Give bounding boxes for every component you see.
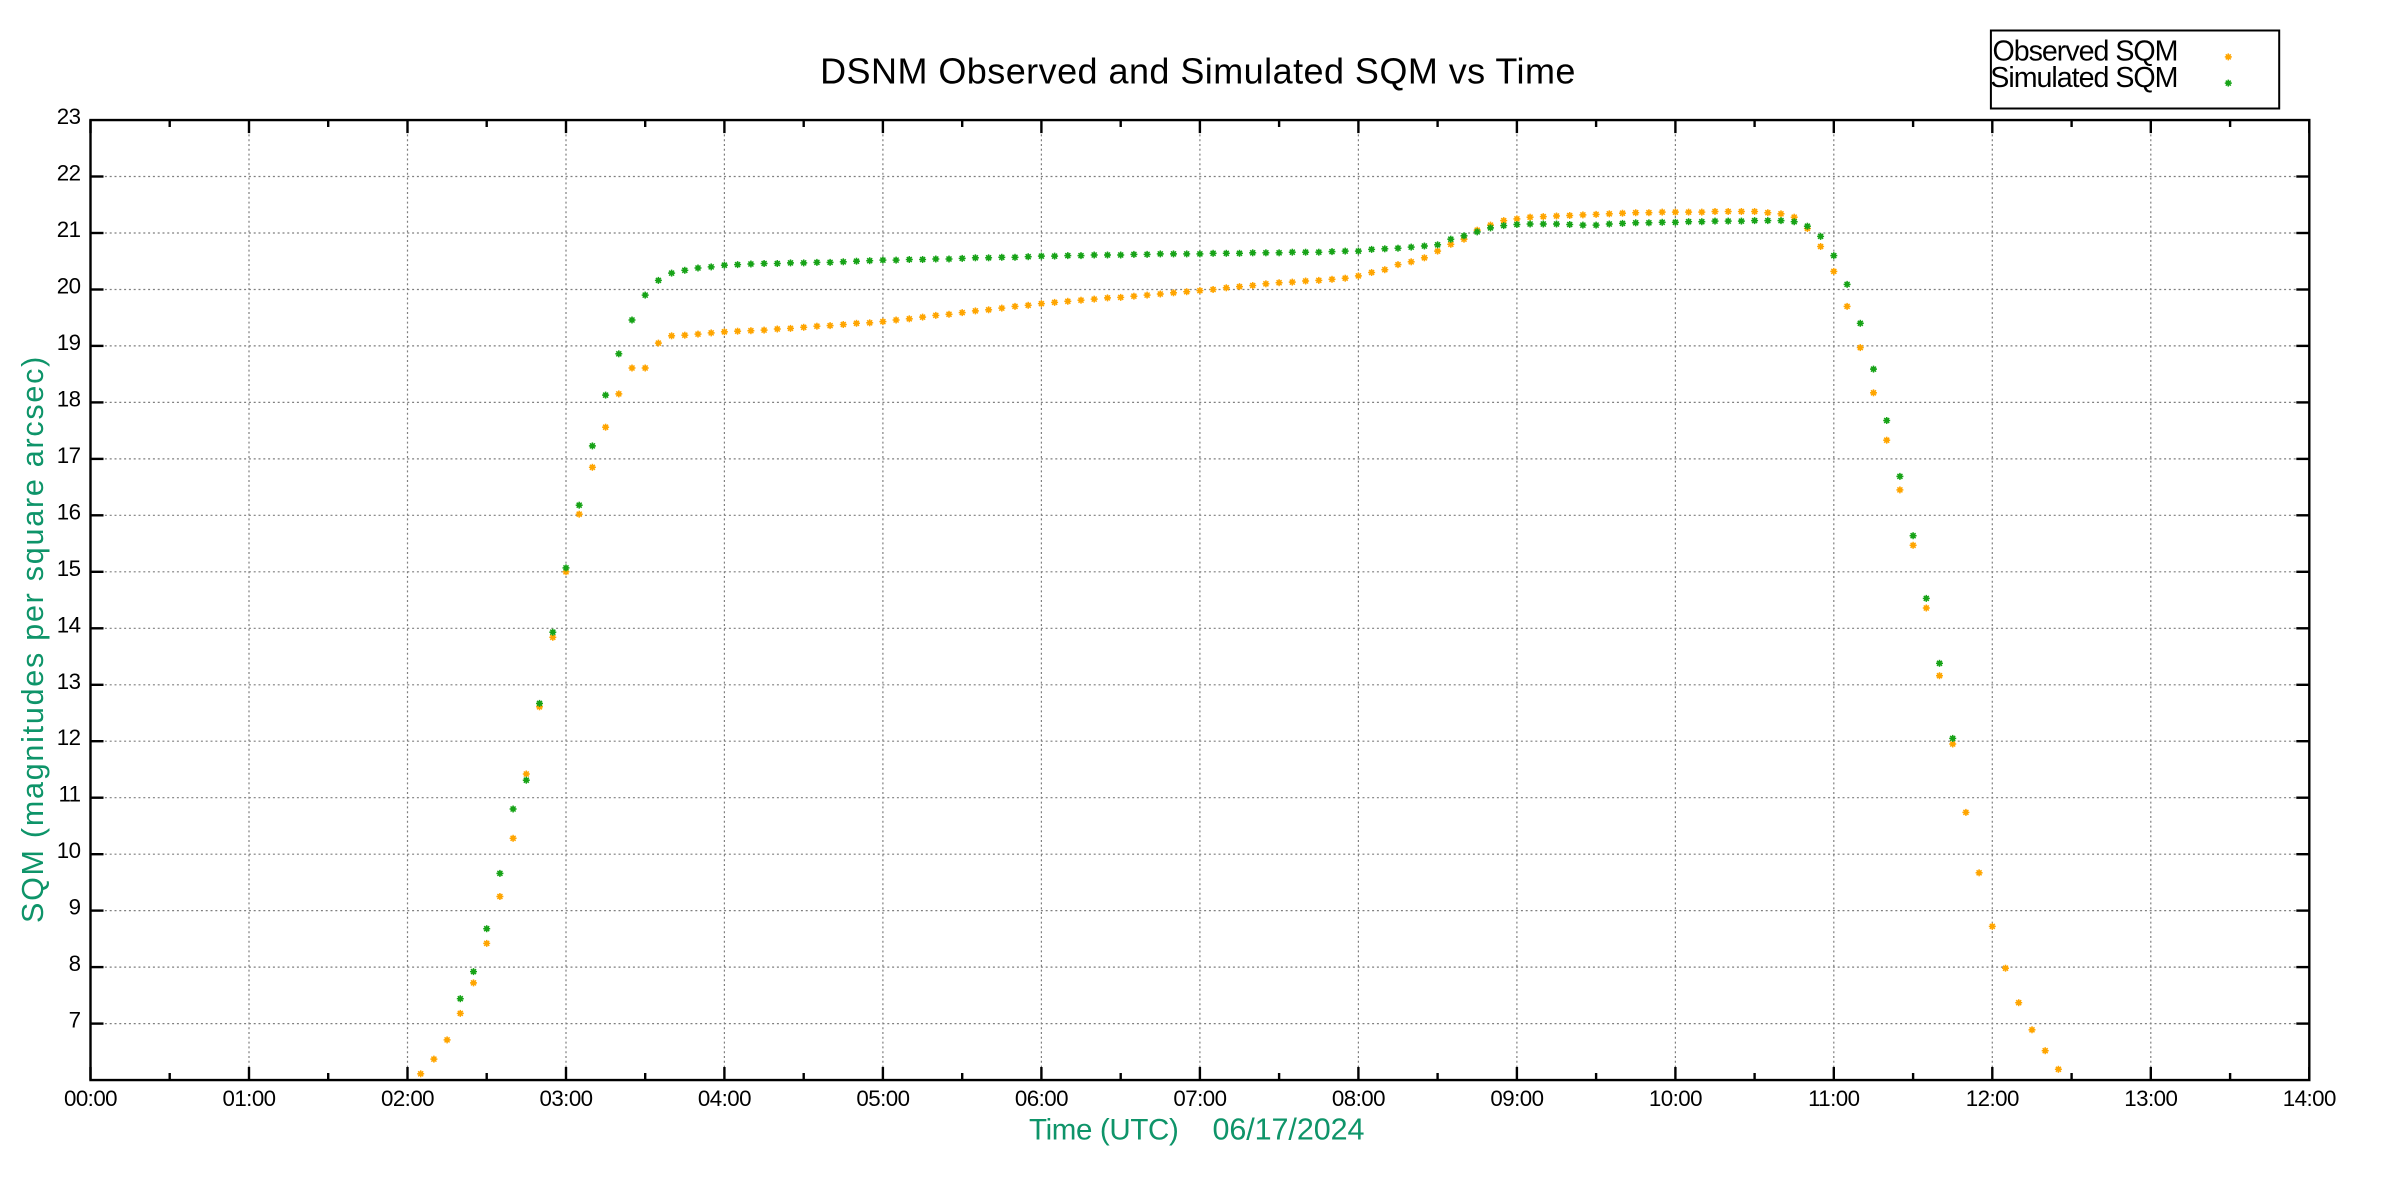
svg-text:08:00: 08:00 — [1332, 1086, 1385, 1111]
svg-text:13: 13 — [57, 669, 81, 694]
svg-text:12: 12 — [57, 725, 81, 750]
svg-text:14:00: 14:00 — [2283, 1086, 2336, 1111]
svg-text:10:00: 10:00 — [1649, 1086, 1702, 1111]
svg-text:7: 7 — [69, 1008, 81, 1033]
svg-text:13:00: 13:00 — [2124, 1086, 2177, 1111]
svg-text:10: 10 — [57, 838, 81, 863]
svg-text:21: 21 — [57, 217, 81, 242]
svg-text:02:00: 02:00 — [381, 1086, 434, 1111]
svg-text:11:00: 11:00 — [1808, 1086, 1860, 1111]
svg-text:00:00: 00:00 — [64, 1086, 117, 1111]
svg-text:01:00: 01:00 — [222, 1086, 275, 1111]
svg-text:19: 19 — [57, 330, 81, 355]
svg-text:DSNM Observed and Simulated SQ: DSNM Observed and Simulated SQM vs Time — [820, 51, 1576, 92]
svg-text:06:00: 06:00 — [1015, 1086, 1068, 1111]
svg-text:20: 20 — [57, 274, 81, 299]
svg-text:SQM (magnitudes per square arc: SQM (magnitudes per square arcsec) — [16, 355, 50, 923]
svg-text:15: 15 — [57, 556, 81, 581]
svg-text:18: 18 — [57, 386, 81, 411]
svg-text:06/17/2024: 06/17/2024 — [1213, 1113, 1365, 1147]
svg-text:16: 16 — [57, 499, 81, 524]
svg-text:12:00: 12:00 — [1966, 1086, 2019, 1111]
svg-text:Observed SQM: Observed SQM — [1992, 36, 2177, 68]
svg-text:05:00: 05:00 — [856, 1086, 909, 1111]
svg-text:14: 14 — [57, 612, 81, 637]
svg-text:Simulated SQM: Simulated SQM — [1990, 62, 2177, 94]
svg-text:09:00: 09:00 — [1490, 1086, 1543, 1111]
svg-text:07:00: 07:00 — [1173, 1086, 1226, 1111]
svg-text:9: 9 — [69, 895, 81, 920]
svg-text:11: 11 — [58, 782, 80, 807]
svg-text:Time (UTC): Time (UTC) — [1029, 1114, 1178, 1147]
svg-text:8: 8 — [69, 951, 81, 976]
svg-text:17: 17 — [57, 443, 81, 468]
svg-text:03:00: 03:00 — [539, 1086, 592, 1111]
svg-text:22: 22 — [57, 161, 81, 186]
svg-text:04:00: 04:00 — [698, 1086, 751, 1111]
svg-text:23: 23 — [57, 104, 81, 129]
